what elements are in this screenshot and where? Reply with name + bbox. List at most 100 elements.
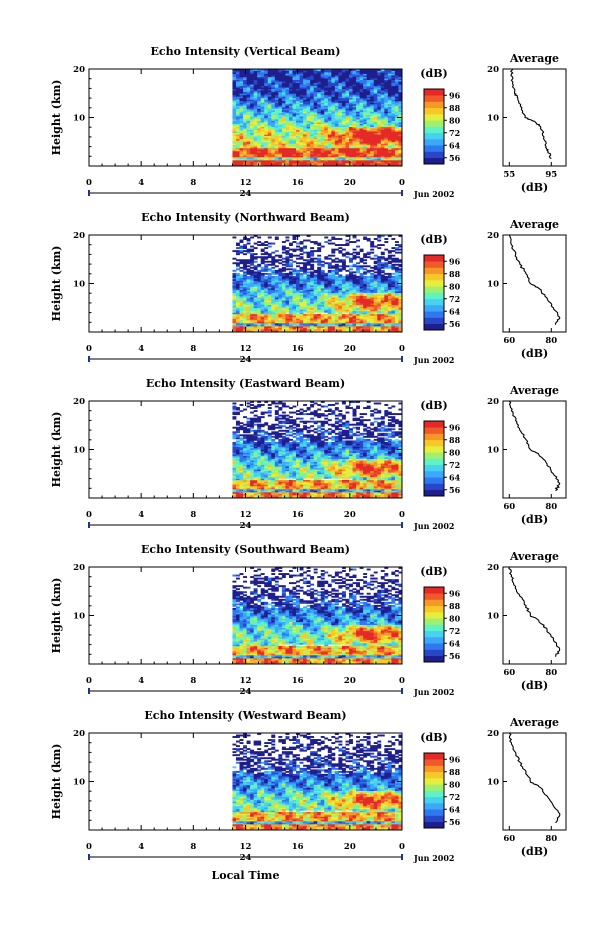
heatmap-cell [257,88,262,91]
heatmap-cell [320,140,325,143]
heatmap-cell [253,155,258,158]
heatmap-cell [285,96,290,99]
heatmap-cell [253,75,258,77]
heatmap-cell [239,88,244,91]
heatmap-cell [296,82,300,85]
heatmap-cell [394,128,399,131]
heatmap-cell [317,79,322,82]
heatmap-cell [257,147,262,150]
heatmap-cell [391,105,396,108]
heatmap-cell [380,131,385,134]
heatmap-cell [288,162,293,165]
heatmap-cell [320,313,325,316]
heatmap-cell [260,164,265,167]
heatmap-cell [356,245,361,248]
heatmap-cell [288,70,293,73]
heatmap-cell [327,164,332,167]
heatmap-cell [327,85,332,88]
heatmap-cell [352,117,357,120]
heatmap-cell [324,103,329,106]
heatmap-cell [377,126,382,129]
heatmap-cell [391,123,396,126]
heatmap-cell [363,99,368,102]
heatmap-cell [359,78,364,81]
heatmap-cell [292,138,297,141]
x-tick-label: 4 [138,178,144,188]
heatmap-cell [264,135,269,138]
heatmap-cell [246,138,251,141]
heatmap-cell [303,108,308,111]
heatmap-cell [253,112,258,115]
heatmap-cell [235,87,240,90]
heatmap-cell [394,147,399,150]
heatmap-cell [324,134,329,137]
heatmap-cell [250,122,255,124]
heatmap-cell [260,141,265,144]
heatmap-cell [356,99,361,102]
heatmap-cell [373,153,378,156]
heatmap-cell [257,81,262,84]
heatmap-cell [345,102,350,105]
heatmap-cell [352,128,357,131]
heatmap-cell [296,153,300,156]
heatmap-cell [246,100,251,103]
heatmap-cell [327,138,332,141]
heatmap-cell [377,137,382,140]
heatmap-cell [313,106,318,109]
heatmap-cell [320,109,325,112]
heatmap-cell [292,69,297,71]
heatmap-cell [341,152,346,155]
heatmap-cell [278,115,283,118]
heatmap-cell [250,87,255,90]
heatmap-cell [235,125,240,127]
heatmap-cell [387,84,392,87]
heatmap-cell [334,102,339,105]
heatmap-cell [296,149,300,152]
heatmap-cell [285,137,290,140]
heatmap-cell [267,149,272,152]
heatmap-cell [352,85,357,88]
heatmap-cell [274,129,279,132]
heatmap-cell [366,106,371,109]
heatmap-cell [288,140,293,143]
heatmap-cell [246,73,251,76]
heatmap-cell [303,245,308,248]
heatmap-cell [334,91,339,94]
heatmap-cell [317,131,322,134]
heatmap-cell [320,158,325,161]
heatmap-cell [253,73,258,76]
heatmap-cell [345,117,350,120]
heatmap-cell [327,128,332,131]
colorbar-label: (dB) [420,67,447,80]
heatmap-cell [373,84,378,87]
heatmap-cell [281,126,286,129]
heatmap-cell [235,79,240,82]
heatmap-cell [243,253,247,256]
heatmap-cell [338,102,343,105]
heatmap-cell [387,115,392,118]
heatmap-cell [278,259,283,262]
heatmap-cell [292,161,297,164]
heatmap-cell [299,162,304,165]
heatmap-cell [239,132,244,135]
heatmap-cell [267,100,272,103]
heatmap-cell [306,81,311,84]
heatmap-cell [271,123,276,126]
heatmap-cell [345,159,350,162]
heatmap-cell [260,146,265,149]
heatmap-cell [352,141,357,144]
heatmap-cell [267,99,272,102]
heatmap-cell [306,82,311,85]
heatmap-cell [257,85,262,88]
heatmap-cell [232,129,237,132]
heatmap-cell [356,146,361,149]
heatmap-cell [313,111,318,114]
heatmap-cell [264,143,269,146]
heatmap-cell [303,81,308,84]
heatmap-cell [267,158,272,161]
heatmap-cell [285,90,290,93]
heatmap-cell [341,126,346,129]
heatmap-cell [359,87,364,90]
heatmap-cell [264,103,269,106]
heatmap-cell [285,239,290,242]
